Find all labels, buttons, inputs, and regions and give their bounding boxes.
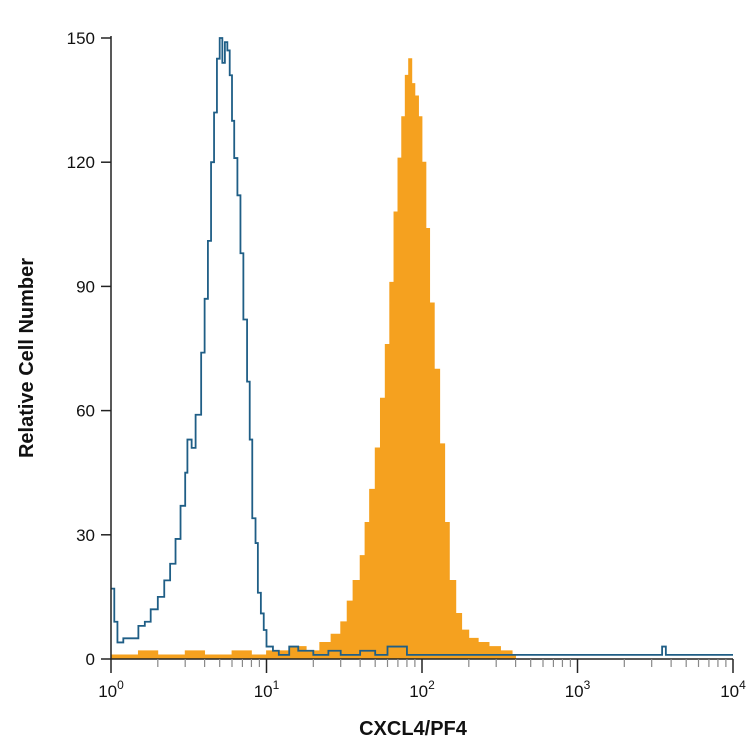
x-tick-label: 104 xyxy=(720,678,746,701)
series-filled-histogram xyxy=(110,58,517,660)
y-tick-label: 120 xyxy=(67,153,95,172)
x-tick-label: 103 xyxy=(565,678,591,701)
y-tick-label: 60 xyxy=(76,402,95,421)
y-tick-label: 0 xyxy=(86,650,95,669)
x-tick-label: 100 xyxy=(98,678,124,701)
x-tick-label: 102 xyxy=(409,678,435,701)
plot-area xyxy=(110,37,733,660)
y-tick-label: 150 xyxy=(67,29,95,48)
axes: 0 30 60 90 120 150 100 101 102 103 104 xyxy=(67,29,746,701)
y-tick-label: 30 xyxy=(76,526,95,545)
y-axis-title: Relative Cell Number xyxy=(16,258,38,458)
x-tick-label: 101 xyxy=(254,678,280,701)
series-outline-histogram xyxy=(111,37,733,656)
y-tick-label: 90 xyxy=(76,277,95,296)
x-axis-title: CXCL4/PF4 xyxy=(359,718,468,740)
